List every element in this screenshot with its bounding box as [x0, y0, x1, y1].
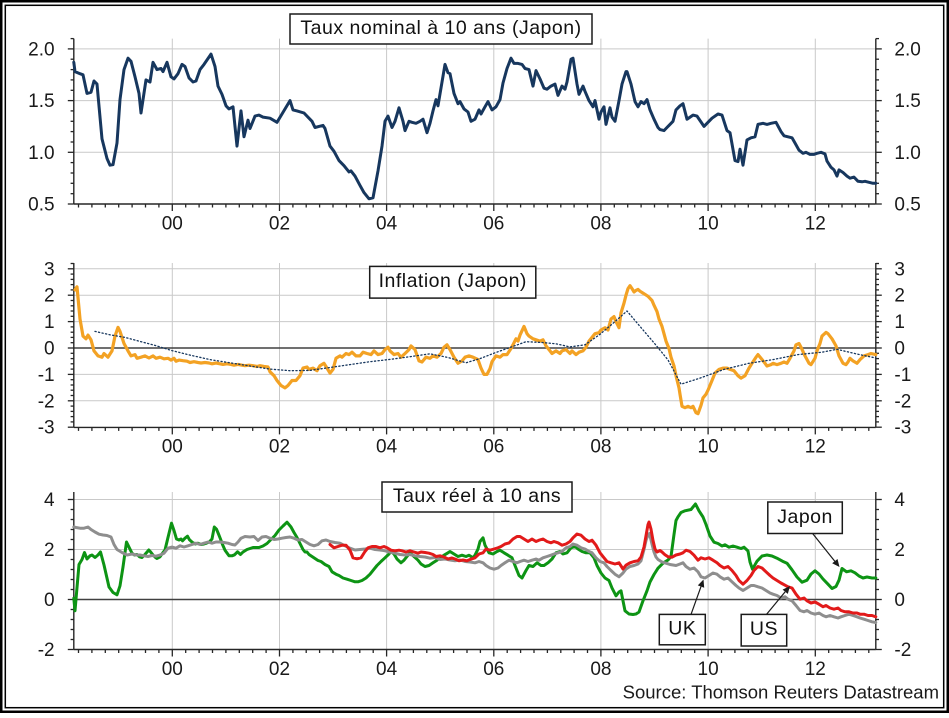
svg-text:10: 10 [698, 659, 719, 680]
svg-text:04: 04 [376, 437, 398, 458]
svg-text:1.5: 1.5 [894, 91, 920, 112]
svg-text:2: 2 [894, 286, 905, 307]
svg-text:3: 3 [894, 259, 905, 280]
svg-text:-3: -3 [38, 418, 55, 439]
svg-text:10: 10 [698, 437, 719, 458]
svg-text:-2: -2 [894, 391, 911, 412]
svg-text:06: 06 [483, 659, 504, 680]
svg-text:02: 02 [269, 659, 290, 680]
svg-text:04: 04 [376, 659, 398, 680]
svg-text:06: 06 [483, 213, 504, 234]
svg-text:08: 08 [590, 659, 611, 680]
svg-text:1: 1 [44, 312, 55, 333]
svg-text:1.0: 1.0 [894, 143, 920, 164]
svg-text:-2: -2 [894, 640, 911, 661]
svg-text:2.0: 2.0 [894, 39, 920, 60]
svg-text:0: 0 [894, 590, 905, 611]
svg-text:2: 2 [44, 286, 55, 307]
svg-text:1.0: 1.0 [28, 143, 54, 164]
svg-text:3: 3 [44, 259, 55, 280]
svg-text:4: 4 [894, 490, 905, 511]
svg-text:12: 12 [805, 213, 826, 234]
svg-text:12: 12 [805, 437, 826, 458]
svg-text:-1: -1 [894, 365, 911, 386]
svg-text:0: 0 [44, 339, 55, 360]
svg-text:-3: -3 [894, 418, 911, 439]
svg-text:0: 0 [894, 339, 905, 360]
svg-text:1.5: 1.5 [28, 91, 54, 112]
svg-text:Source: Thomson Reuters Datast: Source: Thomson Reuters Datastream [623, 682, 939, 703]
svg-text:Taux réel à 10 ans: Taux réel à 10 ans [393, 485, 561, 507]
svg-text:04: 04 [376, 213, 398, 234]
svg-text:0: 0 [44, 590, 55, 611]
svg-text:00: 00 [162, 659, 183, 680]
svg-text:06: 06 [483, 437, 504, 458]
svg-text:2: 2 [44, 540, 55, 561]
svg-text:12: 12 [805, 659, 826, 680]
svg-text:-2: -2 [38, 391, 55, 412]
svg-text:-1: -1 [38, 365, 55, 386]
svg-text:UK: UK [668, 618, 696, 640]
svg-text:0.5: 0.5 [894, 195, 920, 216]
svg-text:1: 1 [894, 312, 905, 333]
svg-text:4: 4 [44, 490, 55, 511]
svg-text:08: 08 [590, 437, 611, 458]
svg-text:Inflation (Japon): Inflation (Japon) [379, 270, 527, 292]
svg-text:Japon: Japon [777, 506, 833, 528]
svg-text:10: 10 [698, 213, 719, 234]
svg-text:2: 2 [894, 540, 905, 561]
svg-text:02: 02 [269, 213, 290, 234]
svg-text:Taux nominal à 10 ans (Japon): Taux nominal à 10 ans (Japon) [300, 17, 581, 39]
svg-text:2.0: 2.0 [28, 39, 54, 60]
svg-text:00: 00 [162, 437, 183, 458]
svg-text:02: 02 [269, 437, 290, 458]
svg-text:US: US [750, 618, 778, 640]
svg-text:-2: -2 [38, 640, 55, 661]
svg-text:00: 00 [162, 213, 183, 234]
svg-text:0.5: 0.5 [28, 195, 54, 216]
svg-text:08: 08 [590, 213, 611, 234]
